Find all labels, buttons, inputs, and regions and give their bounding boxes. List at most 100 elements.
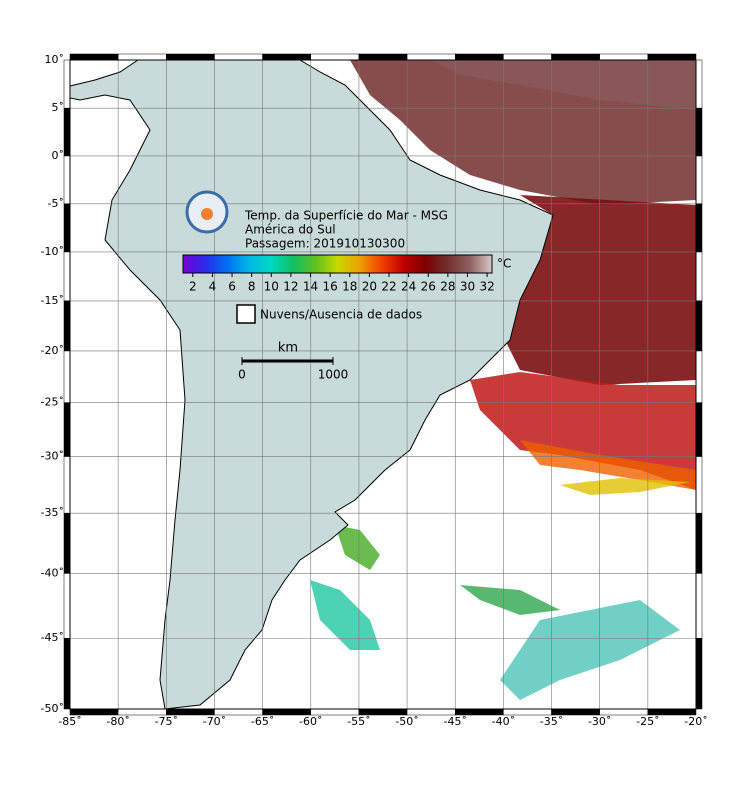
colorbar-tick-label: 8 [248,280,256,294]
frame-segment [63,456,71,514]
frame-segment [503,53,552,61]
frame-segment [406,53,456,61]
colorbar-tick-label: 24 [401,280,416,294]
frame-segment [695,512,703,574]
sst-cyan-2 [500,600,680,700]
frame-segment [695,573,703,639]
frame-segment [647,53,697,61]
logo-sun [201,208,213,220]
sst-green [335,525,380,570]
x-tick-label: -75˚ [155,715,178,728]
x-tick-label: -50˚ [395,715,418,728]
frame-segment [695,402,703,457]
frame-segment [63,573,71,639]
colorbar-tick-label: 26 [421,280,436,294]
frame-segment [63,350,71,403]
frame-segment [63,251,71,302]
scale-unit: km [278,341,298,356]
sst-orange [520,440,696,490]
colorbar-tick-label: 6 [228,280,236,294]
scale-tick-label: 1000 [318,368,349,382]
sst-field [310,60,696,700]
frame-segment [63,402,71,457]
y-tick-label: -40˚ [41,566,64,579]
x-tick-label: -20˚ [684,715,707,728]
frame-segment [695,59,703,109]
colorbar-tick-label: 28 [440,280,455,294]
y-tick-label: -50˚ [41,702,64,715]
frame-segment [63,59,71,109]
frame-segment [63,512,71,574]
frame-segment [695,155,703,205]
y-tick-label: -20˚ [41,344,64,357]
scale-tick-label: 0 [238,368,246,382]
frame-segment [695,300,703,352]
x-tick-label: -65˚ [251,715,274,728]
title-line: Passagem: 201910130300 [245,237,405,251]
frame-segment [695,203,703,253]
y-tick-label: -45˚ [41,631,64,644]
y-tick-label: -30˚ [41,450,64,463]
colorbar-tick-label: 32 [479,280,494,294]
colorbar-tick-label: 30 [460,280,475,294]
x-tick-label: -30˚ [588,715,611,728]
sst-dark-red [505,195,696,385]
y-tick-label: 0˚ [52,149,65,162]
y-tick-label: -25˚ [41,396,64,409]
cloud-label: Nuvens/Ausencia de dados [260,308,422,322]
x-tick-label: -60˚ [299,715,322,728]
frame-segment [63,300,71,352]
y-tick-label: -5˚ [48,197,64,210]
colorbar-tick-label: 22 [381,280,396,294]
colorbar-tick-label: 2 [189,280,197,294]
colorbar-tick-label: 16 [323,280,338,294]
frame-segment [695,107,703,157]
frame [63,53,703,716]
sst-yellow [560,478,690,495]
sst-north-light [430,60,696,110]
grid [69,59,697,710]
colorbar-fill [182,254,493,274]
frame-segment [117,53,167,61]
legend: Temp. da Superfície do Mar - MSG América… [182,190,511,382]
frame-segment [310,53,360,61]
x-tick-label: -55˚ [347,715,370,728]
frame-segment [551,53,600,61]
frame-segment [358,53,408,61]
frame-segment [695,637,703,710]
y-tick-label: -15˚ [41,294,64,307]
title-line: América do Sul [245,223,336,237]
frame-segment [695,251,703,302]
sst-red [470,372,696,490]
x-tick-label: -40˚ [492,715,515,728]
colorbar-tick-label: 14 [303,280,318,294]
y-tick-label: -35˚ [41,506,64,519]
sst-green-2 [460,585,560,615]
frame-segment [63,107,71,157]
y-tick-label: 5˚ [52,101,65,114]
colorbar-tick-label: 4 [209,280,217,294]
frame-segment [695,350,703,403]
colorbar-unit: °C [497,257,511,271]
x-tick-label: -35˚ [540,715,563,728]
frame-segment [63,155,71,205]
scale-bar: 0 1000 [238,357,348,382]
sst-cyan [310,580,380,650]
colorbar-tick-label: 10 [264,280,279,294]
frame-segment [214,53,263,61]
colorbar-tick-label: 20 [362,280,377,294]
frame-segment [695,456,703,514]
x-tick-label: -70˚ [203,715,226,728]
frame-segment [63,203,71,253]
frame-segment [166,53,215,61]
x-tick-label: -80˚ [106,715,129,728]
frame-segment [454,53,504,61]
frame-segment [69,53,119,61]
frame-segment [63,637,71,710]
colorbar-tick-label: 18 [342,280,357,294]
x-tick-label: -25˚ [636,715,659,728]
frame-segment [599,53,649,61]
frame-segment [262,53,312,61]
x-tick-label: -45˚ [443,715,466,728]
